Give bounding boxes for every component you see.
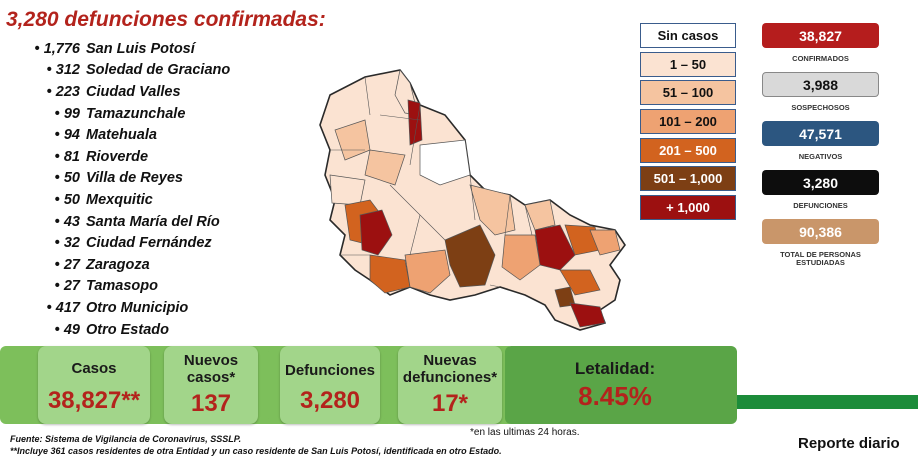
map-region (524, 199, 556, 231)
municipality-name: Soledad de Graciano (86, 62, 231, 79)
legend-item: + 1,000 (640, 195, 736, 221)
legend-item: 1 – 50 (640, 51, 736, 77)
municipality-name: Rioverde (86, 148, 149, 165)
letalidad-card: Letalidad: 8.45% (540, 346, 690, 424)
footnote-source: Fuente: Sistema de Vigilancia de Coronav… (10, 434, 242, 444)
casos-label: Casos (71, 360, 117, 377)
map-region (364, 149, 406, 186)
stat-value: 3,280 (762, 170, 879, 195)
stats-panel: 38,827 CONFIRMADOS 3,988 SOSPECHOSOS 47,571 N… (762, 23, 879, 268)
note-24h: *en las ultimas 24 horas. (470, 427, 580, 438)
municipality-name: Matehuala (86, 127, 157, 144)
stat-value: 47,571 (762, 121, 879, 146)
municipality-count: 81 (28, 149, 86, 165)
map-region (569, 302, 606, 328)
municipality-count: 223 (28, 84, 86, 100)
map-region (419, 139, 471, 186)
defunciones-card: Defunciones 3,280 (280, 346, 380, 424)
nuevas-defunciones-card: Nuevas defunciones* 17* (398, 346, 502, 424)
map-region (359, 209, 393, 256)
map-region (407, 99, 423, 146)
map-region (404, 249, 451, 294)
stat-label: NEGATIVOS (798, 152, 843, 161)
letalidad-label: Letalidad: (574, 359, 656, 378)
municipality-count: 43 (28, 214, 86, 230)
casos-value: 38,827** (47, 387, 141, 414)
municipality-count: 27 (28, 257, 86, 273)
municipality-name: Zaragoza (86, 256, 150, 273)
legend-item: 501 – 1,000 (640, 166, 736, 192)
stat-label: SOSPECHOSOS (791, 103, 850, 112)
legend-item: 201 – 500 (640, 137, 736, 163)
municipality-count: 50 (28, 170, 86, 186)
legend-item: 51 – 100 (640, 80, 736, 106)
nuevas-defunciones-value: 17* (431, 390, 469, 417)
municipality-count: 312 (28, 62, 86, 78)
municipality-count: 27 (28, 278, 86, 294)
map-legend: Sin casos 1 – 50 51 – 100 101 – 200 201 – 50… (640, 23, 736, 224)
municipality-name: Otro Municipio (86, 299, 189, 316)
map-region (589, 229, 621, 256)
municipality-count: 50 (28, 192, 86, 208)
footnote-cases: **Incluye 361 casos residentes de otra E… (10, 446, 502, 456)
nuevos-casos-card: Nuevos casos* 137 (164, 346, 258, 424)
municipality-count: 1,776 (28, 41, 86, 57)
municipality-count: 32 (28, 235, 86, 251)
map-region (501, 234, 541, 281)
map-region (369, 254, 411, 294)
letalidad-bar (505, 346, 737, 424)
map-region (444, 224, 496, 288)
municipality-name: Otro Estado (86, 321, 169, 338)
report-label: Reporte diario (798, 435, 900, 452)
casos-card: Casos 38,827** (38, 346, 150, 424)
stat-label: DEFUNCIONES (793, 201, 848, 210)
map-region (329, 174, 366, 206)
municipality-name: Tamazunchale (86, 105, 186, 122)
stat-label: CONFIRMADOS (792, 54, 849, 63)
legend-item: Sin casos (640, 23, 736, 48)
municipality-count: 94 (28, 127, 86, 143)
municipality-name: Ciudad Fernández (86, 235, 212, 252)
municipality-count: 99 (28, 106, 86, 122)
stat-label: TOTAL DE PERSONAS ESTUDIADAS (780, 250, 861, 267)
municipality-name: Mexquitic (86, 191, 153, 208)
municipality-count: 49 (28, 322, 86, 338)
municipality-name: Ciudad Valles (86, 83, 181, 100)
letalidad-value: 8.45% (578, 381, 652, 411)
municipality-name: San Luis Potosí (86, 40, 195, 57)
nuevos-casos-value: 137 (190, 390, 232, 417)
municipality-name: Villa de Reyes (86, 170, 183, 187)
nuevos-casos-label: Nuevos casos* (183, 352, 239, 386)
page-title: 3,280 defunciones confirmadas: (6, 8, 326, 31)
municipality-count: 417 (28, 300, 86, 316)
municipality-name: Tamasopo (86, 278, 158, 295)
defunciones-value: 3,280 (299, 387, 361, 414)
legend-item: 101 – 200 (640, 109, 736, 135)
map-region (469, 184, 516, 236)
stat-value: 38,827 (762, 23, 879, 48)
defunciones-label: Defunciones (284, 362, 375, 379)
stat-value: 3,988 (762, 72, 879, 97)
state-map (319, 69, 626, 331)
stat-value: 90,386 (762, 219, 879, 244)
municipality-name: Santa María del Río (86, 213, 220, 230)
nuevas-defunciones-label: Nuevas defunciones* (402, 352, 498, 386)
